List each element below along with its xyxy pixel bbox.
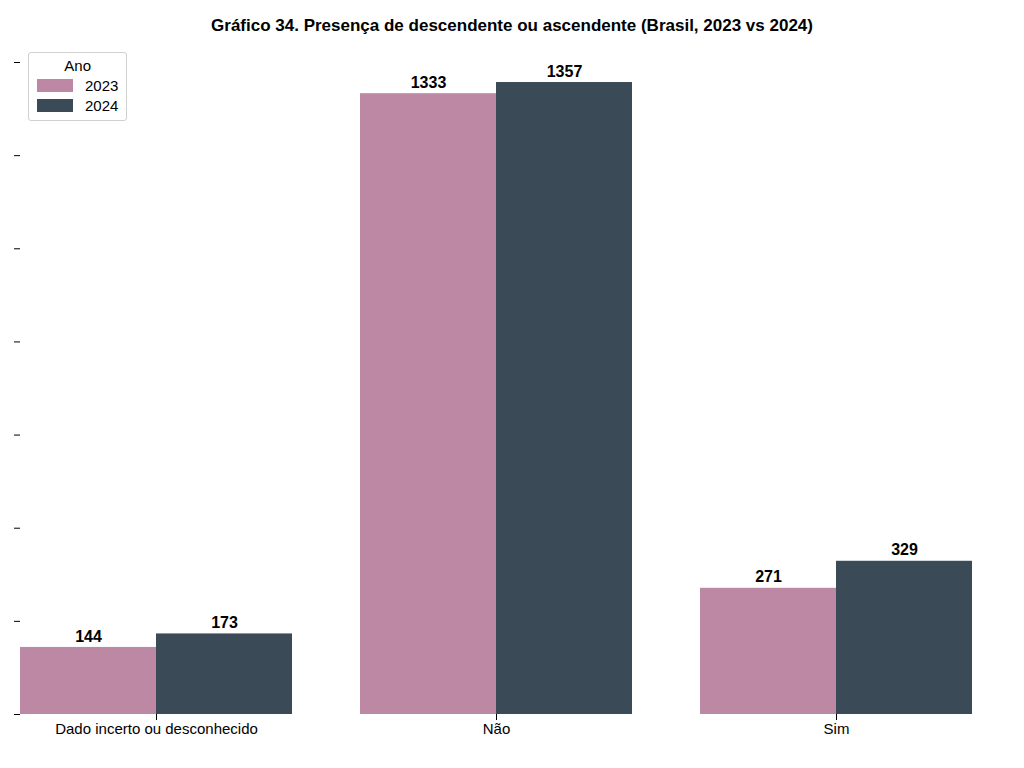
svg-text:Não: Não (483, 720, 511, 737)
svg-text:Sim: Sim (824, 720, 850, 737)
svg-text:173: 173 (211, 614, 238, 631)
html-text:2023: 2023 (85, 77, 119, 94)
svg-text:1357: 1357 (547, 63, 583, 80)
html-text:Ano: Ano (64, 57, 91, 74)
svg-text:1333: 1333 (411, 74, 447, 91)
svg-text:271: 271 (755, 568, 782, 585)
html-text:Gráfico 34. Presença de descen: Gráfico 34. Presença de descendente ou a… (211, 16, 813, 35)
html-text:2024: 2024 (85, 97, 119, 114)
svg-text:144: 144 (75, 628, 102, 645)
svg-text:Dado incerto ou desconhecido: Dado incerto ou desconhecido (55, 720, 258, 737)
svg-text:329: 329 (891, 541, 918, 558)
